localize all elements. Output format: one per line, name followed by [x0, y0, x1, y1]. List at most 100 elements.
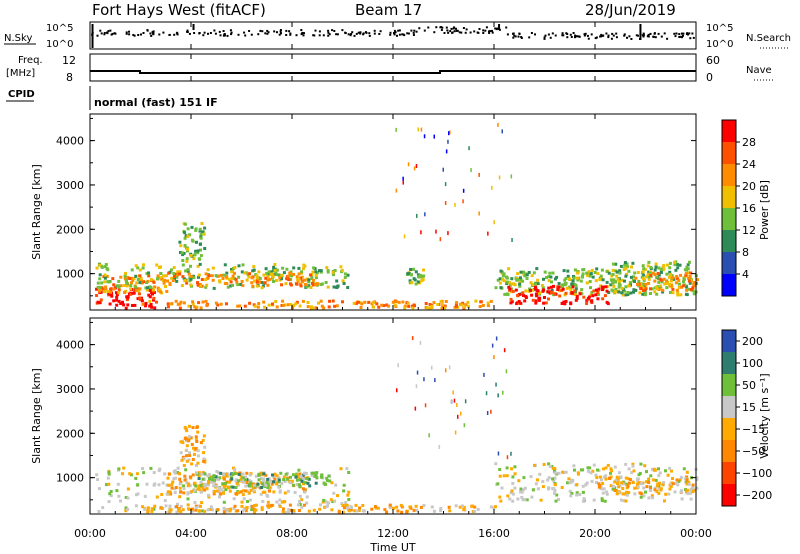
data-cell [176, 466, 180, 470]
data-cell [621, 482, 625, 486]
data-cell [575, 276, 579, 280]
data-cell [115, 303, 119, 307]
data-cell [600, 268, 604, 272]
noise-point [544, 34, 547, 37]
data-cell [301, 487, 305, 491]
sparse-echo [497, 122, 499, 127]
sparse-echo [491, 343, 494, 348]
noise-point [600, 33, 603, 36]
data-cell [627, 467, 631, 471]
data-cell [124, 509, 128, 513]
data-cell [241, 284, 245, 288]
data-cell [245, 506, 249, 510]
data-cell [642, 486, 646, 490]
data-cell [349, 505, 353, 509]
noise-point [482, 32, 485, 34]
sparse-echo [490, 409, 492, 414]
data-cell [193, 489, 197, 492]
data-cell [183, 231, 187, 235]
data-cell [314, 473, 318, 477]
data-cell [233, 266, 237, 269]
data-cell [206, 268, 210, 272]
data-cell [523, 498, 527, 502]
data-cell [573, 468, 576, 472]
data-cell [235, 280, 239, 284]
sparse-echo [397, 363, 399, 368]
data-cell [425, 306, 429, 310]
data-cell [296, 279, 300, 283]
data-cell [144, 304, 147, 308]
data-cell [277, 503, 281, 507]
data-cell [205, 283, 209, 287]
data-cell [422, 268, 425, 272]
noise-point [447, 31, 450, 34]
data-cell [119, 302, 123, 305]
data-cell [318, 507, 322, 511]
noise-point [505, 26, 508, 29]
data-cell [355, 509, 359, 513]
data-cell [519, 292, 523, 296]
noise-point [302, 34, 305, 37]
data-cell [326, 269, 330, 273]
data-cell [304, 476, 307, 480]
data-cell [250, 508, 254, 512]
data-cell [104, 263, 108, 266]
data-cell [534, 292, 538, 296]
data-cell [572, 464, 576, 468]
data-cell [169, 492, 173, 496]
data-cell [245, 278, 249, 282]
data-cell [647, 281, 651, 285]
data-cell [303, 278, 307, 282]
data-cell [207, 274, 211, 278]
data-cell [205, 487, 209, 491]
noise-point [681, 36, 683, 39]
data-cell [95, 266, 99, 270]
sparse-echo [415, 384, 418, 389]
data-cell [554, 499, 558, 503]
data-cell [124, 496, 128, 499]
data-cell [272, 480, 275, 484]
data-cell [532, 271, 536, 275]
data-cell [173, 277, 176, 281]
noise-point [237, 33, 240, 36]
data-cell [273, 263, 277, 266]
data-cell [201, 487, 205, 490]
data-cell [641, 273, 645, 277]
data-cell [609, 471, 612, 475]
data-cell [661, 290, 665, 294]
sparse-echo [407, 162, 410, 167]
sparse-echo [439, 237, 442, 242]
data-cell [298, 282, 302, 286]
data-cell [599, 274, 603, 278]
noise-point [406, 32, 409, 35]
data-cell [571, 285, 575, 289]
data-cell [466, 304, 470, 308]
data-cell [604, 285, 608, 289]
data-cell [345, 506, 349, 510]
data-cell [166, 483, 170, 487]
data-cell [592, 289, 596, 293]
noise-point [373, 32, 376, 35]
data-cell [145, 482, 149, 486]
noise-point [173, 33, 176, 36]
data-cell [625, 262, 629, 266]
data-cell [523, 486, 527, 490]
data-cell [601, 482, 605, 485]
data-cell [629, 275, 633, 279]
data-cell [554, 471, 557, 475]
noise-point [193, 32, 196, 34]
data-cell [222, 477, 226, 481]
data-cell [519, 490, 523, 494]
data-cell [633, 280, 636, 283]
data-cell [673, 490, 677, 494]
data-cell [233, 472, 237, 475]
sparse-echo [497, 393, 499, 398]
data-cell [560, 486, 564, 489]
data-cell [393, 303, 397, 307]
data-cell [685, 482, 689, 486]
data-cell [95, 287, 99, 291]
data-cell [272, 265, 276, 269]
data-cell [184, 269, 188, 273]
data-cell [208, 507, 212, 511]
data-cell [361, 504, 365, 507]
